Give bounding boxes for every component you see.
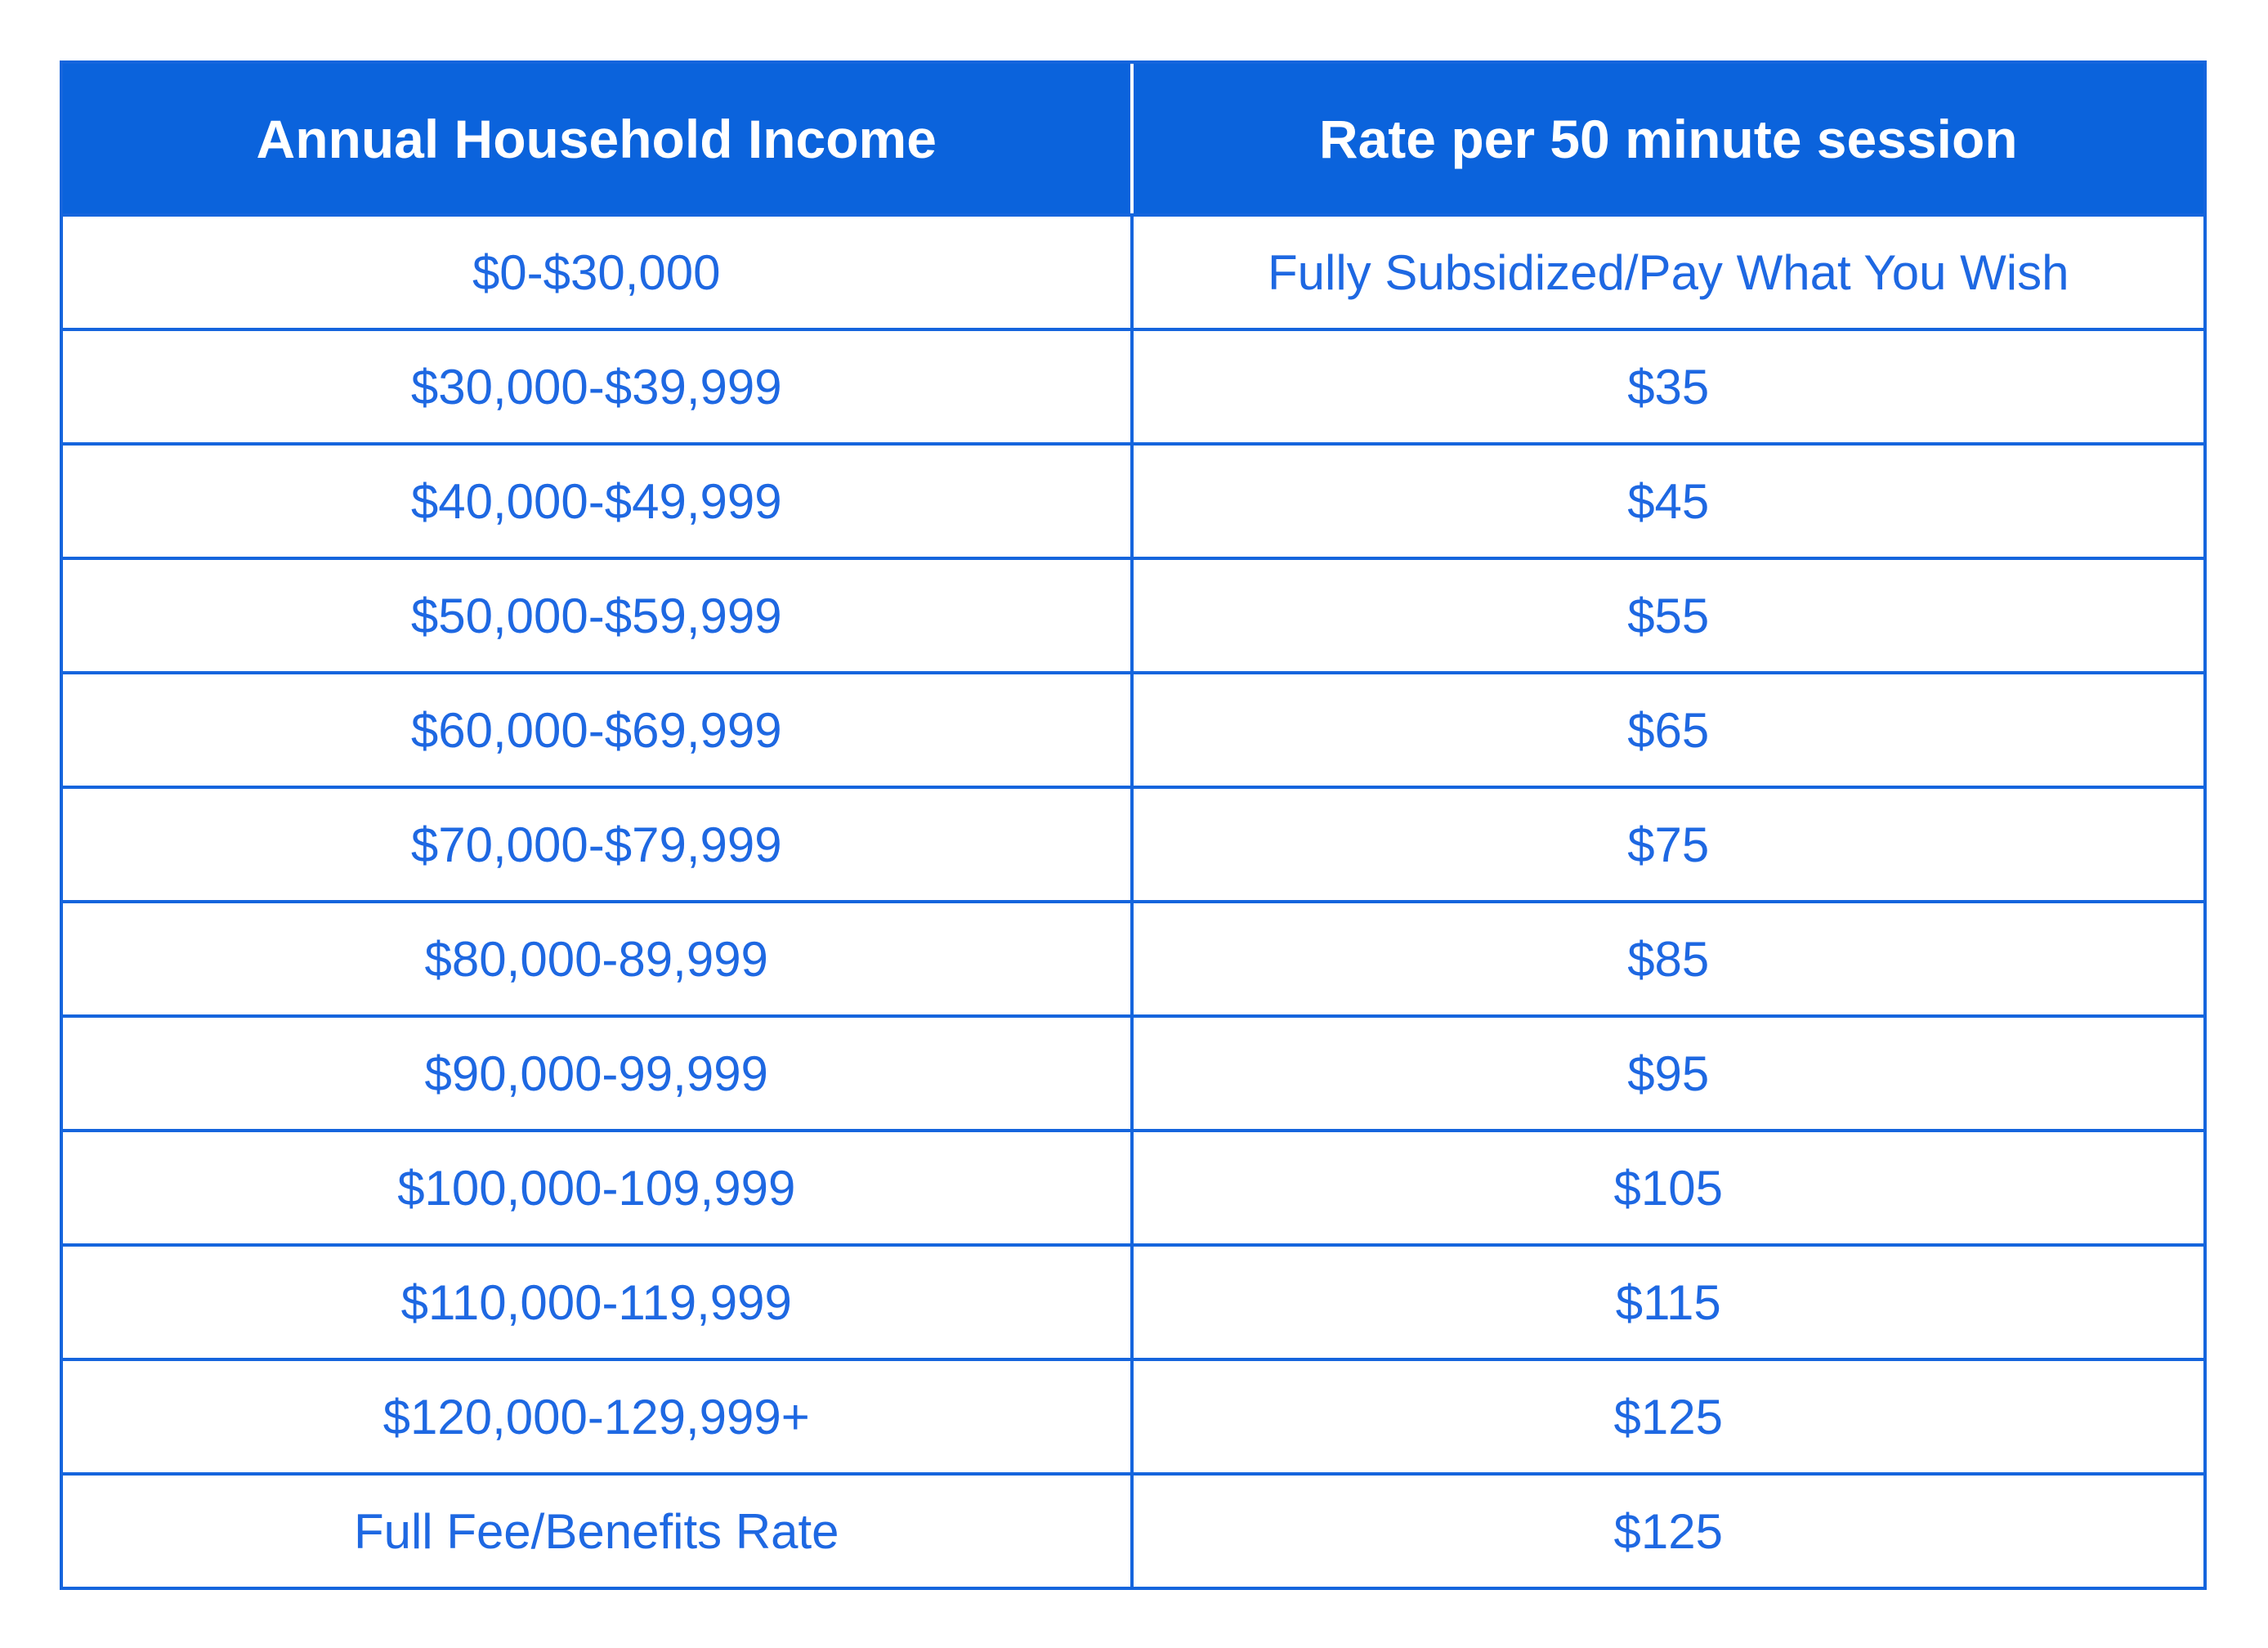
header-cell-income: Annual Household Income <box>63 64 1134 213</box>
rate-cell: $95 <box>1133 1014 2203 1129</box>
income-cell: $100,000-109,999 <box>63 1129 1134 1243</box>
rate-cell: $55 <box>1133 557 2203 671</box>
rate-cell: $125 <box>1133 1358 2203 1472</box>
rate-cell: $75 <box>1133 786 2203 900</box>
income-cell: $110,000-119,999 <box>63 1243 1134 1358</box>
rate-cell: $45 <box>1133 442 2203 557</box>
header-cell-rate: Rate per 50 minute session <box>1133 64 2203 213</box>
income-cell: $90,000-99,999 <box>63 1014 1134 1129</box>
income-cell: Full Fee/Benefits Rate <box>63 1472 1134 1587</box>
income-cell: $30,000-$39,999 <box>63 328 1134 442</box>
income-cell: $50,000-$59,999 <box>63 557 1134 671</box>
pricing-table: Annual Household Income Rate per 50 minu… <box>60 60 2207 1590</box>
rate-cell: $115 <box>1133 1243 2203 1358</box>
income-cell: $0-$30,000 <box>63 213 1134 328</box>
rate-cell: $65 <box>1133 671 2203 786</box>
header-income-label: Annual Household Income <box>256 108 937 169</box>
rate-cell: $35 <box>1133 328 2203 442</box>
income-cell: $80,000-89,999 <box>63 900 1134 1014</box>
header-rate-label: Rate per 50 minute session <box>1318 108 2018 169</box>
income-cell: $60,000-$69,999 <box>63 671 1134 786</box>
rate-cell: Fully Subsidized/Pay What You Wish <box>1133 213 2203 328</box>
income-cell: $70,000-$79,999 <box>63 786 1134 900</box>
income-cell: $40,000-$49,999 <box>63 442 1134 557</box>
income-cell: $120,000-129,999+ <box>63 1358 1134 1472</box>
rate-cell: $105 <box>1133 1129 2203 1243</box>
rate-cell: $125 <box>1133 1472 2203 1587</box>
rate-cell: $85 <box>1133 900 2203 1014</box>
